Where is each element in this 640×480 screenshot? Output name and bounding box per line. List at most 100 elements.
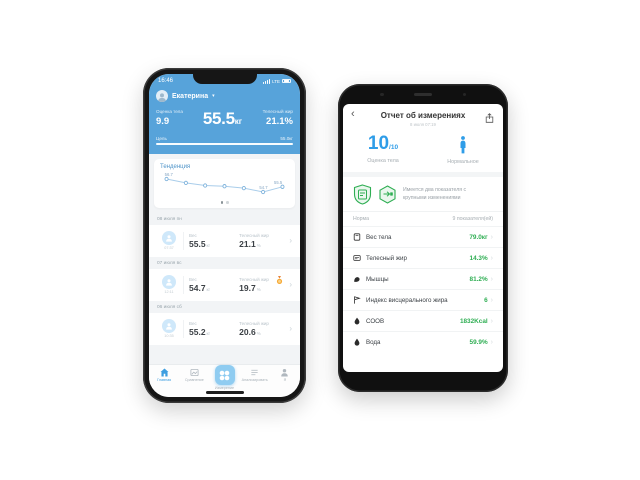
avatar [156, 90, 168, 102]
measurement-row[interactable]: 07:37 Вес 55.5кг Телесный жир 21.1% › [149, 224, 300, 257]
chevron-right-icon: › [490, 233, 493, 241]
body-score-label: Оценка тела [156, 109, 183, 114]
analyze-icon [251, 369, 258, 376]
sensor-dot [380, 92, 384, 96]
status-icons: LTE [262, 78, 291, 84]
fat-value: 19.7 [239, 282, 256, 293]
measure-time: 10:35 [164, 334, 174, 338]
chevron-right-icon: › [490, 275, 493, 283]
medal-icon [276, 272, 283, 290]
fat-value: 20.6 [239, 326, 256, 337]
page-dot-active[interactable] [220, 201, 223, 204]
measurement-section: 07 июля вс 12:11 Вес 54.7кг Телесный жир… [149, 257, 300, 301]
body-score: 10/10 Оценка тела [343, 134, 423, 165]
body-status: Нормальное [423, 134, 503, 165]
goal-progress: Цель 55.0кг [156, 136, 293, 145]
divider [343, 172, 503, 177]
notch [192, 74, 257, 84]
speaker-grill [414, 93, 432, 96]
weight-label: Вес [189, 320, 197, 326]
fat-value: 21.1 [239, 238, 256, 249]
fat-label: Телесный жир [239, 232, 269, 238]
tab-measure[interactable]: Измерение [209, 365, 239, 397]
chevron-right-icon: › [490, 317, 493, 325]
chevron-right-icon: › [490, 296, 493, 304]
page-dots[interactable] [160, 200, 289, 206]
user-row[interactable]: Екатерина ▾ [156, 90, 293, 102]
measure-badge-icon [162, 275, 176, 289]
section-date: 07 июля вс [157, 260, 182, 266]
fat-label: Телесный жир [239, 276, 269, 282]
report-title: Отчет об измерениях [380, 111, 466, 120]
shield-badge-icon [353, 184, 372, 205]
svg-text:55.5: 55.5 [274, 180, 283, 185]
page-dot[interactable] [226, 201, 229, 204]
measurement-row[interactable]: 10:35 Вес 55.2кг Телесный жир 20.6% › [149, 312, 300, 345]
left-status-bar: 16:46 LTE [156, 77, 293, 84]
chevron-right-icon: › [289, 324, 293, 333]
share-button[interactable] [485, 110, 494, 128]
insight-text: Имеется два показателя с крупными измене… [403, 187, 467, 201]
svg-text:56.7: 56.7 [165, 172, 174, 177]
left-phone: 16:46 LTE Екатерина ▾ Оц [143, 68, 306, 403]
weight-label: Вес [189, 276, 197, 282]
metric-row-muscle[interactable]: Мышцы 81.2% › [343, 268, 503, 289]
left-phone-screen: 16:46 LTE Екатерина ▾ Оц [149, 74, 300, 397]
metric-row-visceral[interactable]: Индекс висцерального жира 6 › [343, 289, 503, 310]
report-subtitle: 8 июля 07:19 [410, 122, 436, 127]
left-app-header: 16:46 LTE Екатерина ▾ Оц [149, 74, 300, 154]
measurement-section: 08 июля пн 07:37 Вес 55.5кг Телесный жир… [149, 213, 300, 257]
metric-row-bmr[interactable]: СООВ 1832Kcal › [343, 310, 503, 331]
network-label: LTE [272, 78, 280, 84]
score-value: 10 [367, 133, 390, 154]
metric-row-water[interactable]: Вода 59.9% › [343, 331, 503, 352]
chevron-right-icon: › [289, 280, 293, 289]
right-phone: ‹ Отчет об измерениях 8 июля 07:19 10/10… [338, 84, 508, 392]
status-label: Нормальное [447, 159, 479, 165]
norm-summary-row: Норма 9 показателя(ей) [343, 211, 503, 226]
home-icon [160, 368, 169, 377]
flag-icon [353, 296, 366, 304]
measure-icon [219, 370, 230, 380]
measure-button[interactable] [214, 365, 235, 385]
front-camera [462, 92, 466, 96]
profile-icon [281, 368, 289, 377]
tab-compare[interactable]: Сравнение [179, 365, 209, 397]
goal-label: Цель [156, 136, 167, 141]
chevron-right-icon: › [289, 236, 293, 245]
user-name: Екатерина [172, 92, 209, 100]
score-denominator: /10 [389, 144, 399, 151]
norm-label: Норма [353, 216, 369, 222]
flame-icon [353, 317, 366, 325]
muscle-icon [353, 275, 366, 283]
current-weight: 55.5кг [202, 109, 243, 128]
home-indicator[interactable] [205, 391, 244, 394]
chevron-down-icon: ▾ [212, 93, 215, 99]
tab-bar: Главная Сравнение Измерение [149, 364, 300, 397]
hexagon-badge-icon [379, 185, 396, 204]
svg-text:54.7: 54.7 [259, 185, 268, 190]
weight-value: 54.7 [189, 282, 206, 293]
indicator-count: 9 показателя(ей) [452, 216, 493, 222]
chevron-right-icon: › [490, 254, 493, 262]
measure-badge-icon [162, 231, 176, 245]
back-button[interactable]: ‹ [351, 108, 355, 120]
trend-card[interactable]: Тенденция 56.7 54.7 55.5 [154, 159, 295, 208]
right-phone-screen: ‹ Отчет об измерениях 8 июля 07:19 10/10… [343, 104, 503, 372]
metric-row-fat[interactable]: Телесный жир 14.3% › [343, 247, 503, 268]
battery-icon [282, 78, 291, 84]
tab-analyze[interactable]: Анализировать [240, 365, 270, 397]
tab-home[interactable]: Главная [149, 365, 179, 397]
score-row: 10/10 Оценка тела Нормальное [343, 134, 503, 165]
tab-profile[interactable]: Я [270, 365, 300, 397]
metric-row-weight[interactable]: Вес тела 79.0кг › [343, 226, 503, 247]
measure-time: 07:37 [164, 246, 174, 250]
measurement-row[interactable]: 12:11 Вес 54.7кг Телесный жир 19.7% › [149, 268, 300, 301]
measure-badge-icon [162, 319, 176, 333]
water-drop-icon [353, 338, 366, 346]
trend-title: Тенденция [160, 164, 191, 170]
compare-icon [190, 368, 199, 377]
weight-label: Вес [189, 232, 197, 238]
fat-label: Телесный жир [239, 320, 269, 326]
